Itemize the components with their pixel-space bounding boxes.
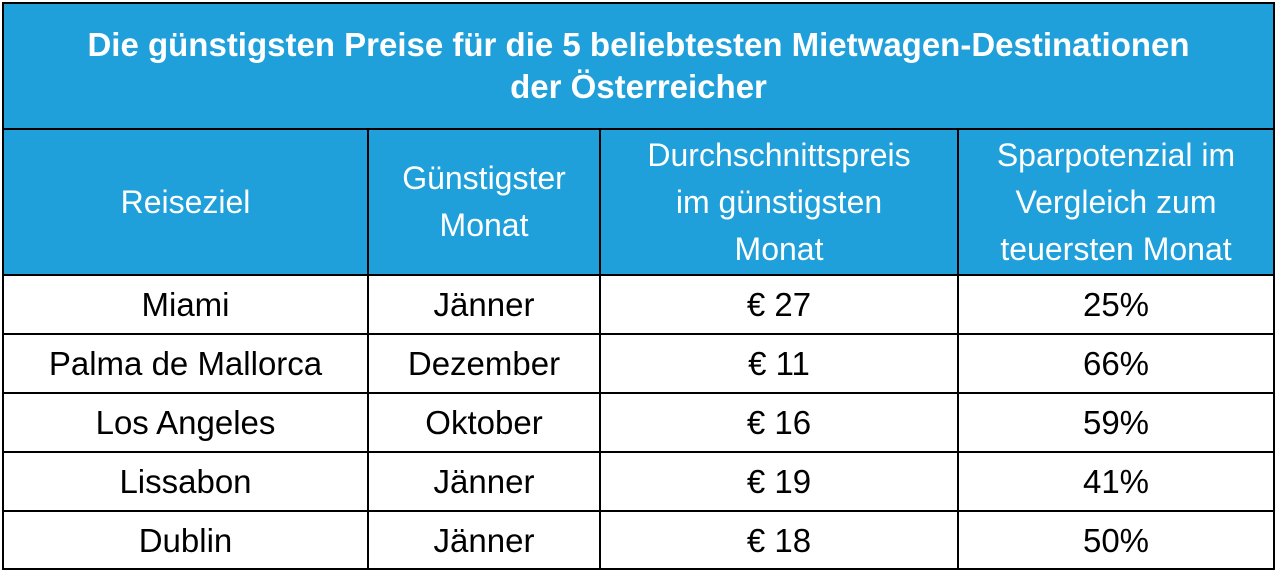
cell-destination: Lissabon xyxy=(4,451,369,512)
cell-savings: 41% xyxy=(957,451,1273,512)
cell-savings: 59% xyxy=(957,392,1273,453)
table-row: Palma de Mallorca Dezember € 11 66% xyxy=(4,333,1273,394)
cell-savings: 50% xyxy=(957,510,1273,569)
cell-destination: Miami xyxy=(4,274,369,335)
header-month-line-2: Monat xyxy=(439,207,529,243)
cell-price: € 11 xyxy=(599,333,959,394)
table-row: Dublin Jänner € 18 50% xyxy=(4,510,1273,569)
header-savings-line-1: Sparpotenzial im xyxy=(996,136,1236,173)
cell-savings: 25% xyxy=(957,274,1273,335)
price-table: Reiseziel Günstigster Monat Durchschnitt… xyxy=(4,130,1273,569)
cell-price: € 18 xyxy=(599,510,959,569)
table-row: Lissabon Jänner € 19 41% xyxy=(4,451,1273,512)
cell-destination: Palma de Mallorca xyxy=(4,333,369,394)
header-destination-line: Reiseziel xyxy=(120,183,251,220)
header-savings-line-3: teuersten Monat xyxy=(1000,230,1232,267)
cell-month: Oktober xyxy=(367,392,601,453)
cell-price: € 19 xyxy=(599,451,959,512)
header-price-line-2: im günstigsten xyxy=(675,183,883,220)
header-destination: Reiseziel xyxy=(4,130,369,276)
table-row: Los Angeles Oktober € 16 59% xyxy=(4,392,1273,453)
cell-price: € 16 xyxy=(599,392,959,453)
table-row: Miami Jänner € 27 25% xyxy=(4,274,1273,335)
cell-price: € 27 xyxy=(599,274,959,335)
cell-destination: Dublin xyxy=(4,510,369,569)
title-line-1: Die günstigsten Preise für die 5 beliebt… xyxy=(87,26,1190,63)
cell-month: Dezember xyxy=(367,333,601,394)
header-savings-line-2: Vergleich zum xyxy=(1015,183,1217,220)
cell-month: Jänner xyxy=(367,274,601,335)
title-line-2: der Österreicher xyxy=(510,68,767,105)
header-savings: Sparpotenzial im Vergleich zum teuersten… xyxy=(957,130,1273,276)
cell-month: Jänner xyxy=(367,451,601,512)
header-month-line-1: Günstigster xyxy=(402,160,566,196)
header-average-price: Durchschnittspreis im günstigsten Monat xyxy=(599,130,959,276)
cell-month: Jänner xyxy=(367,510,601,569)
header-cheapest-month: Günstigster Monat xyxy=(367,130,601,276)
cell-savings: 66% xyxy=(957,333,1273,394)
header-price-line-1: Durchschnittspreis xyxy=(647,136,911,173)
header-price-line-3: Monat xyxy=(734,230,824,267)
header-row: Reiseziel Günstigster Monat Durchschnitt… xyxy=(4,130,1273,276)
table-title: Die günstigsten Preise für die 5 beliebt… xyxy=(4,4,1273,130)
cell-destination: Los Angeles xyxy=(4,392,369,453)
